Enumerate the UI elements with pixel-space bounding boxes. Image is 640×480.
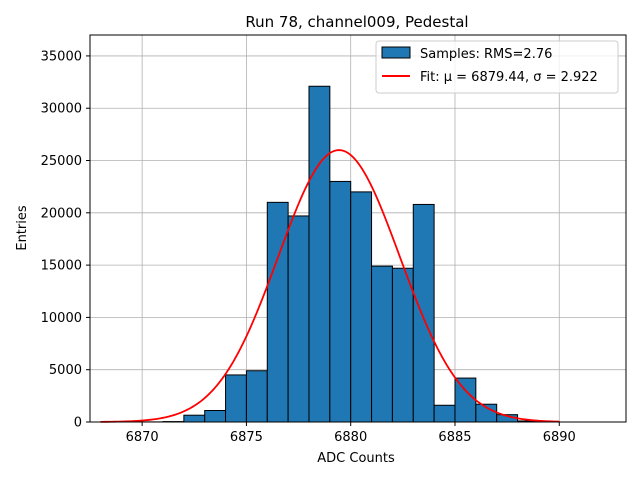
histogram-bar-5 <box>245 370 268 423</box>
x-axis-ticks: 6870 6875 6880 6885 6890 <box>126 422 576 445</box>
y-tick-label-5: 25000 <box>41 154 82 169</box>
y-axis-label: Entries <box>15 205 30 251</box>
histogram-bar-10 <box>350 191 373 423</box>
histogram-bar-7 <box>287 215 310 423</box>
histogram-bar-13 <box>412 203 435 423</box>
fit-curve-group <box>100 149 560 423</box>
y-tick-label-0: 0 <box>74 416 82 431</box>
fit-curve <box>100 149 560 423</box>
histogram-bar-11 <box>371 265 393 423</box>
histogram-bar-3 <box>204 409 227 423</box>
histogram-bar-12 <box>391 267 414 423</box>
x-tick-label-1: 6875 <box>230 430 263 445</box>
x-axis-label: ADC Counts <box>317 451 395 466</box>
legend-box <box>375 40 619 94</box>
histogram-bar-6 <box>266 201 289 423</box>
y-tick-label-7: 35000 <box>41 49 82 64</box>
histogram-bar-8 <box>308 85 331 423</box>
x-tick-label-0: 6870 <box>126 430 159 445</box>
x-tick-label-2: 6880 <box>334 430 367 445</box>
x-tick-label-4: 6890 <box>543 430 576 445</box>
histogram-bar-4 <box>225 374 247 423</box>
x-tick-label-3: 6885 <box>438 430 471 445</box>
y-tick-label-2: 10000 <box>41 311 82 326</box>
legend: Samples: RMS=2.76 Fit: μ = 6879.44, σ = … <box>375 40 619 94</box>
histogram-bar-15 <box>454 377 477 423</box>
y-axis-ticks: 0 5000 10000 15000 20000 25000 30000 35000 <box>41 49 90 431</box>
histogram-bar-2 <box>183 414 206 423</box>
y-tick-label-3: 15000 <box>41 259 82 274</box>
legend-label-fit: Fit: μ = 6879.44, σ = 2.922 <box>420 70 598 85</box>
chart-title: Run 78, channel009, Pedestal <box>245 13 468 31</box>
legend-label-samples: Samples: RMS=2.76 <box>420 47 552 62</box>
histogram-bars <box>141 85 560 423</box>
histogram-bar-14 <box>433 404 456 423</box>
y-tick-label-6: 30000 <box>41 102 82 117</box>
y-tick-label-4: 20000 <box>41 206 82 221</box>
legend-swatch-samples <box>381 46 411 59</box>
histogram-bar-9 <box>329 180 352 423</box>
y-tick-label-1: 5000 <box>49 363 82 378</box>
plot-frame <box>89 34 627 423</box>
